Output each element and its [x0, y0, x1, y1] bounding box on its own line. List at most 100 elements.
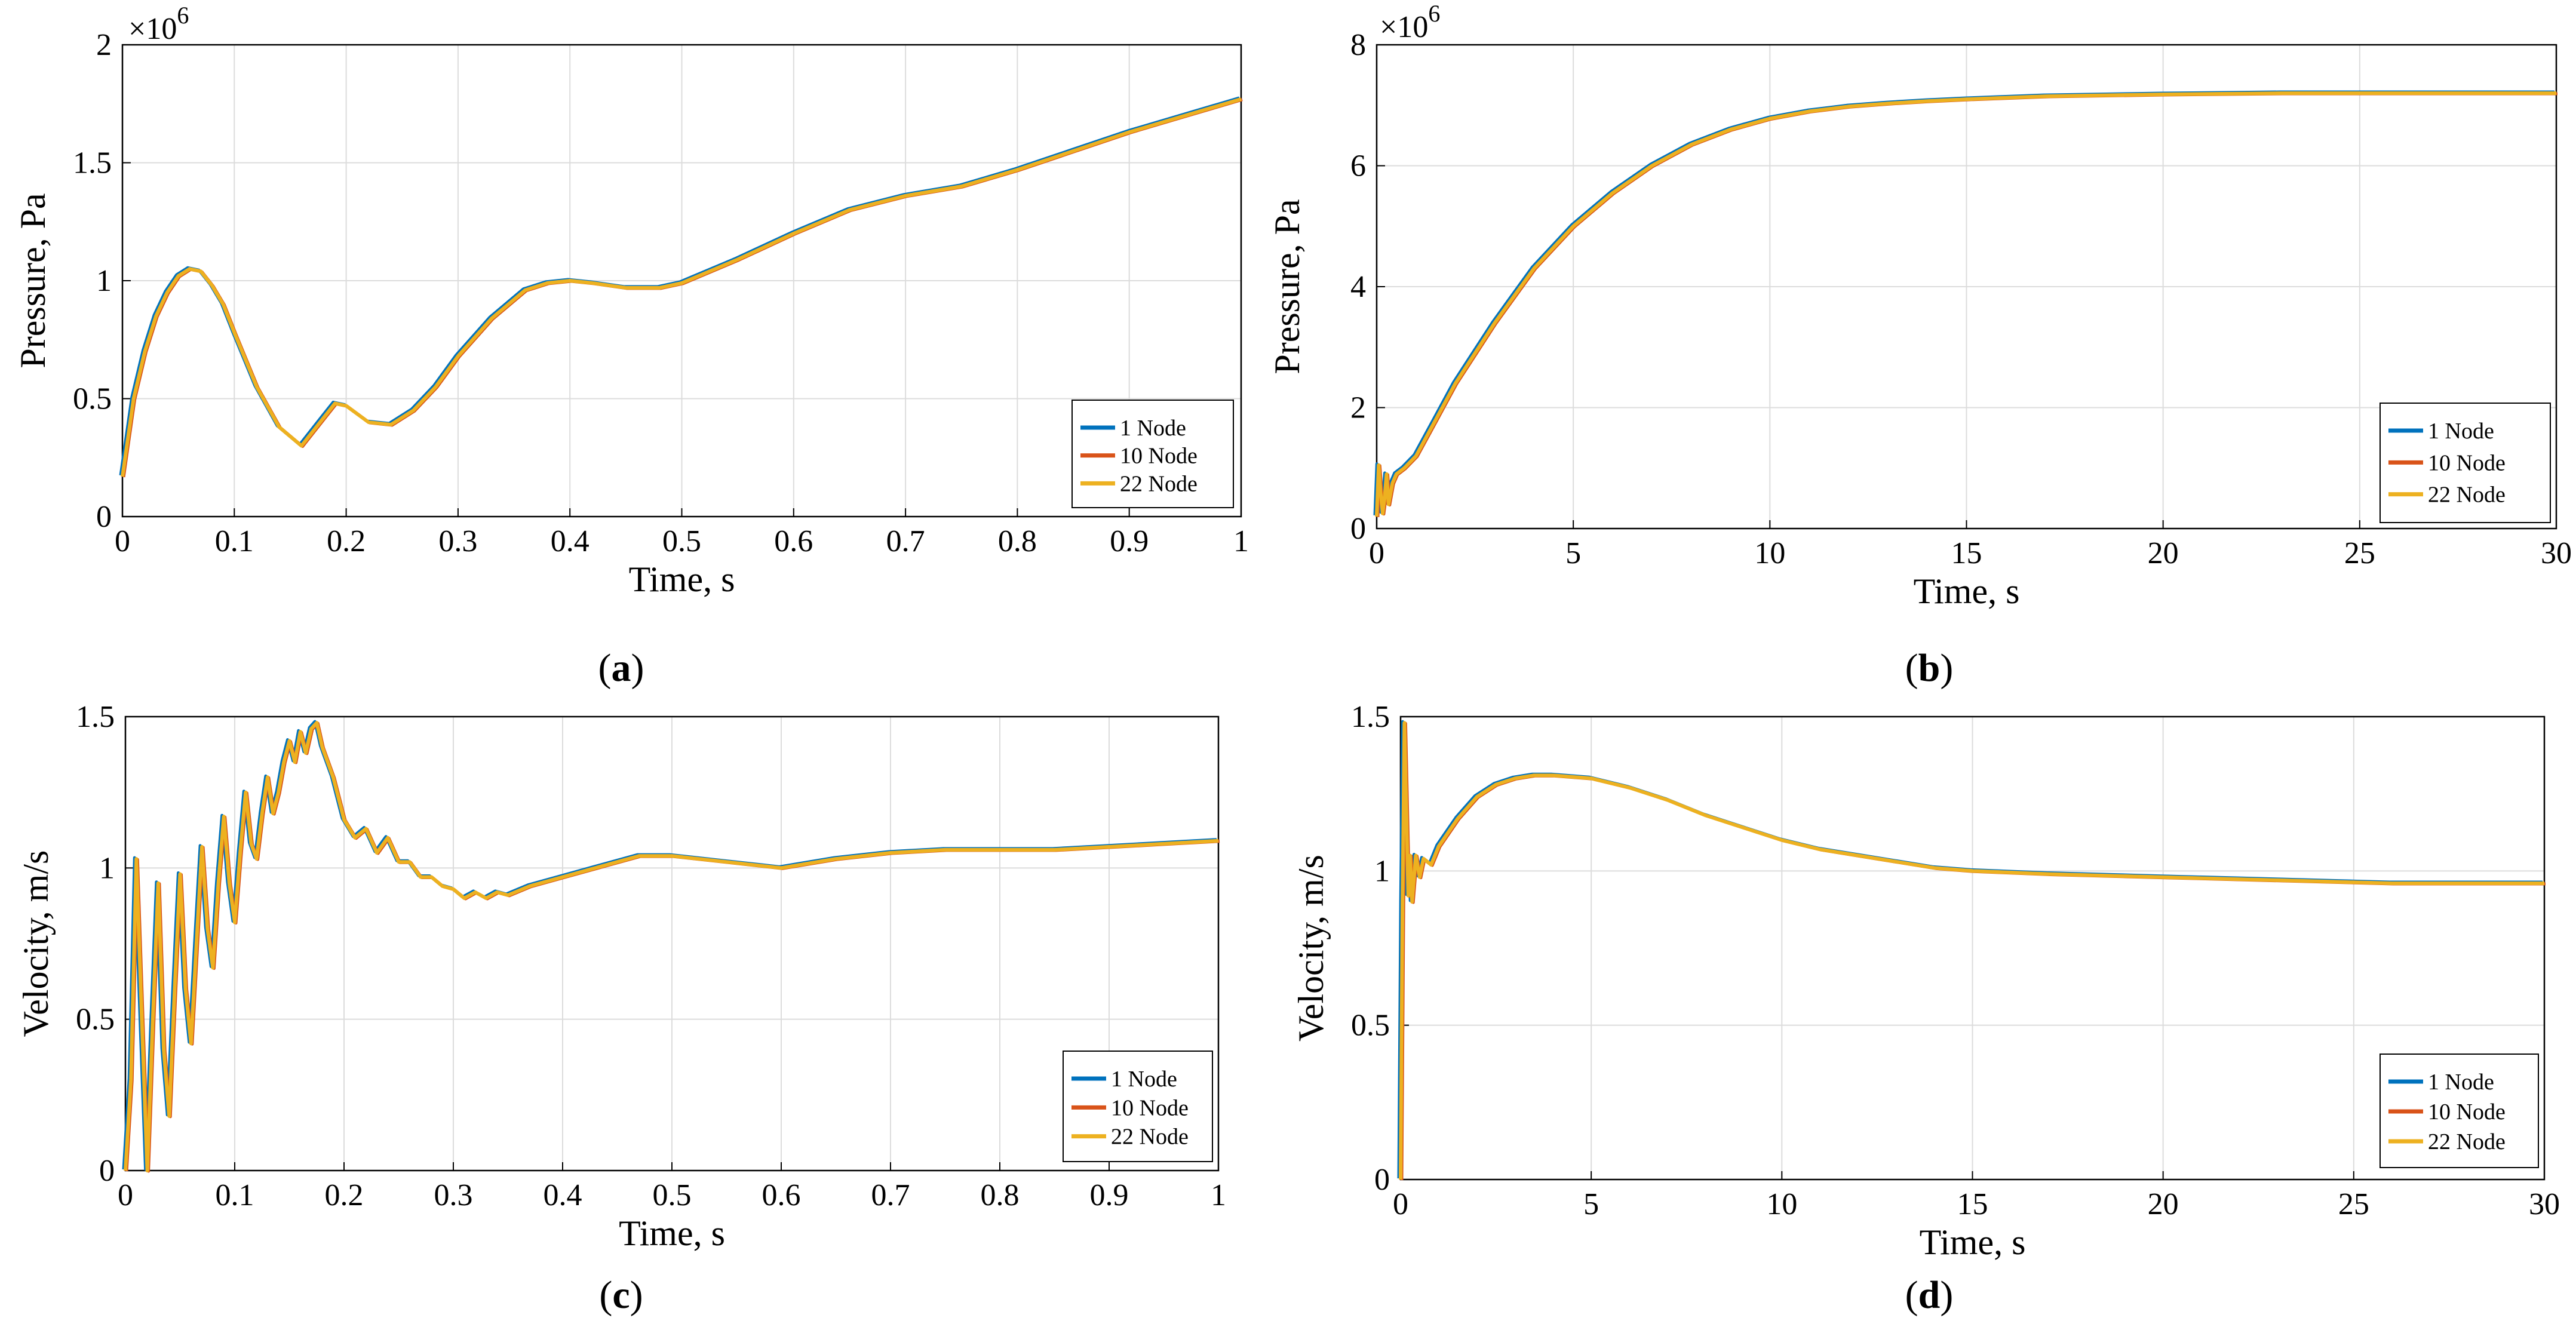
legend-entry: 22 Node: [2428, 483, 2506, 508]
legend-entry: 10 Node: [2428, 1099, 2506, 1125]
chart-b: 0 5 10 15 20 25 30 0 2 4 6 8 ×106 Time, s Pressure, Pa…: [1267, 0, 2572, 690]
axis-multiplier: ×106: [128, 2, 189, 46]
y-tick-label: 2: [96, 28, 112, 62]
x-tick-label: 0.2: [327, 524, 366, 558]
y-tick-label: 1.5: [73, 146, 112, 180]
x-tick-label: 25: [2338, 1187, 2369, 1221]
x-tick-label: 0.1: [215, 524, 254, 558]
legend-entry: 10 Node: [1120, 444, 1198, 469]
legend-entry: 1 Node: [1120, 416, 1186, 441]
x-tick-label: 5: [1583, 1187, 1599, 1221]
x-tick-label: 0.7: [886, 524, 925, 558]
legend-entry: 10 Node: [2428, 450, 2506, 475]
x-tick-label: 0.8: [998, 524, 1037, 558]
y-tick-label: 1: [96, 264, 112, 298]
x-tick-label: 0: [1369, 536, 1384, 570]
x-tick-label: 15: [1957, 1187, 1988, 1221]
y-tick-label: 0.5: [73, 382, 112, 416]
y-tick-label: 2: [1350, 391, 1366, 425]
series-line-22-node: [124, 721, 1219, 1172]
legend-entry: 1 Node: [2428, 1070, 2494, 1095]
x-tick-label: 5: [1565, 536, 1581, 570]
x-tick-label: 0.7: [871, 1178, 910, 1212]
y-tick-label: 8: [1350, 28, 1366, 62]
x-tick-label: 0.1: [216, 1178, 254, 1212]
caption-letter: d: [1918, 1273, 1941, 1317]
legend-box: [1071, 400, 1234, 508]
y-axis-label: Velocity, m/s: [16, 850, 56, 1037]
x-tick-label: 0.9: [1110, 524, 1149, 558]
caption-close: ): [1940, 1273, 1953, 1317]
x-tick-label: 0.9: [1090, 1178, 1129, 1212]
axes-box: [124, 715, 1220, 1172]
y-tick-label: 6: [1350, 149, 1366, 183]
x-tick-label: 0.8: [981, 1178, 1020, 1212]
y-tick-label: 0: [1374, 1163, 1390, 1197]
caption-open: (: [599, 1273, 612, 1317]
subfigure-caption: (b): [1905, 646, 1954, 690]
legend: 1 Node 10 Node 22 Node: [1063, 1051, 1213, 1162]
caption-letter: c: [612, 1273, 630, 1317]
y-tick-label: 1.5: [76, 700, 115, 734]
subfigure-caption: (d): [1905, 1273, 1954, 1317]
x-tick-label: 10: [1766, 1187, 1797, 1221]
axis-multiplier-exponent: 6: [177, 2, 189, 29]
axis-multiplier: ×106: [1380, 0, 1440, 44]
y-tick-label: 1: [1374, 854, 1390, 888]
x-tick-label: 0.4: [544, 1178, 582, 1212]
legend: 1 Node 10 Node 22 Node: [2380, 1054, 2539, 1168]
x-tick-label: 0.5: [662, 524, 701, 558]
x-tick-label: 25: [2344, 536, 2375, 570]
x-tick-label: 0.3: [438, 524, 477, 558]
x-tick-label: 0.4: [551, 524, 589, 558]
caption-close: ): [631, 646, 644, 690]
legend-entry: 10 Node: [1111, 1095, 1189, 1120]
legend-entry: 22 Node: [1120, 471, 1198, 496]
series-line-22-node: [1399, 721, 2544, 1180]
y-tick-label: 1: [99, 851, 115, 885]
x-axis-label: Time, s: [619, 1214, 725, 1253]
y-axis-label: Velocity, m/s: [1291, 855, 1331, 1042]
series-line-22-node: [1375, 91, 2556, 517]
x-tick-label: 20: [2148, 536, 2179, 570]
chart-d: 0 5 10 15 20 25 30 0 0.5 1 1.5 Time, s Velocity, m/s…: [1291, 700, 2560, 1317]
y-tick-label: 0: [99, 1154, 115, 1188]
axes-box: [1375, 44, 2557, 530]
x-tick-label: 0.6: [762, 1178, 801, 1212]
caption-close: ): [630, 1273, 643, 1317]
legend: 1 Node 10 Node 22 Node: [2380, 403, 2551, 523]
legend-entry: 1 Node: [2428, 419, 2494, 444]
x-tick-label: 1: [1211, 1178, 1226, 1212]
x-tick-label: 0.3: [434, 1178, 473, 1212]
x-tick-label: 0.6: [774, 524, 813, 558]
x-tick-label: 0: [115, 524, 130, 558]
axis-multiplier-exponent: 6: [1428, 0, 1440, 27]
y-axis-label: Pressure, Pa: [13, 193, 53, 368]
x-tick-label: 10: [1754, 536, 1785, 570]
x-tick-label: 20: [2148, 1187, 2179, 1221]
caption-close: ): [1940, 646, 1953, 690]
x-tick-label: 15: [1951, 536, 1982, 570]
y-tick-label: 1.5: [1351, 700, 1390, 734]
caption-open: (: [598, 646, 612, 690]
legend-entry: 1 Node: [1111, 1067, 1177, 1092]
x-tick-label: 30: [2529, 1187, 2560, 1221]
subfigure-caption: (a): [598, 646, 644, 690]
axes-box: [121, 44, 1242, 518]
y-tick-label: 0.5: [1351, 1009, 1390, 1043]
subfigure-caption: (c): [599, 1273, 643, 1317]
legend-entry: 22 Node: [2428, 1129, 2506, 1154]
x-tick-label: 0.5: [653, 1178, 692, 1212]
y-tick-label: 0.5: [76, 1003, 115, 1037]
x-axis-label: Time, s: [1914, 572, 2020, 611]
caption-open: (: [1905, 1273, 1918, 1317]
y-tick-label: 4: [1350, 270, 1366, 304]
caption-letter: b: [1918, 646, 1941, 690]
chart-a: 0 0.1 0.2 0.3 0.4 0.5 0.6 0.7 0.8 0.9 1 0 0.5 1 1.5 2 ×1…: [13, 2, 1249, 690]
y-axis-label: Pressure, Pa: [1267, 199, 1307, 374]
x-axis-label: Time, s: [1920, 1223, 2026, 1262]
caption-open: (: [1905, 646, 1918, 690]
series-line-22-node: [121, 97, 1242, 477]
